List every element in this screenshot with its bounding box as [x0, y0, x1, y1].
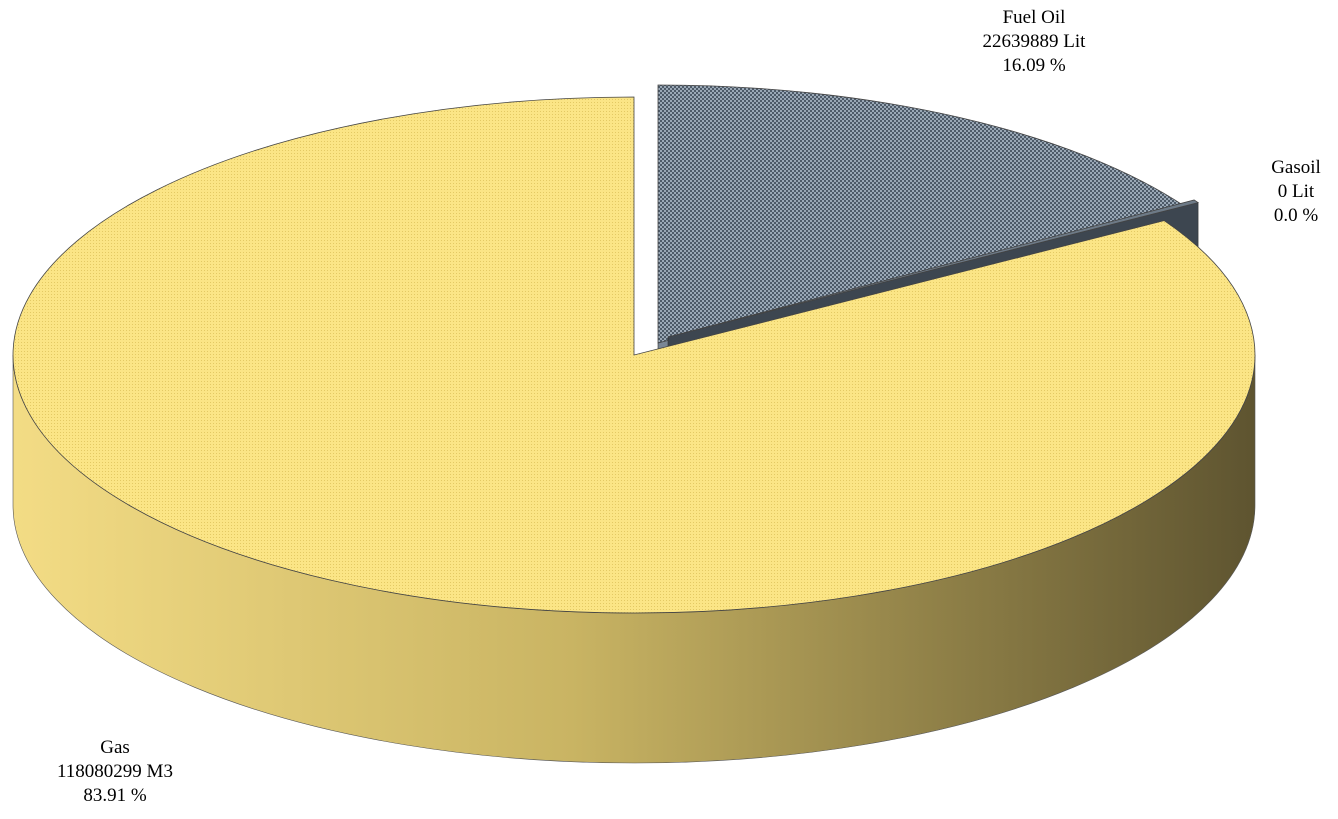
slice-name-gas: Gas [100, 737, 130, 758]
slice-fuel-oil-top [657, 84, 1186, 344]
slice-gasoil-top [667, 199, 1200, 338]
slice-label-gasoil: Gasoil 0 Lit 0.0 % [1211, 156, 1338, 228]
slice-label-gas: Gas 118080299 M3 83.91 % [30, 736, 200, 808]
slice-percent-gasoil: 0.0 % [1273, 205, 1319, 226]
slice-percent-fuel-oil: 16.09 % [1002, 55, 1066, 76]
slice-name-gasoil: Gasoil [1271, 157, 1321, 178]
slice-gas-top [12, 96, 1256, 614]
slice-gas [12, 96, 1256, 764]
slice-value-fuel-oil: 22639889 Lit [982, 31, 1086, 52]
slice-name-fuel-oil: Fuel Oil [1002, 7, 1066, 28]
slice-value-gasoil: 0 Lit [1277, 181, 1315, 202]
slice-value-gas: 118080299 M3 [57, 761, 173, 782]
slice-percent-gas: 83.91 % [83, 785, 147, 806]
slice-label-fuel-oil: Fuel Oil 22639889 Lit 16.09 % [949, 6, 1119, 78]
